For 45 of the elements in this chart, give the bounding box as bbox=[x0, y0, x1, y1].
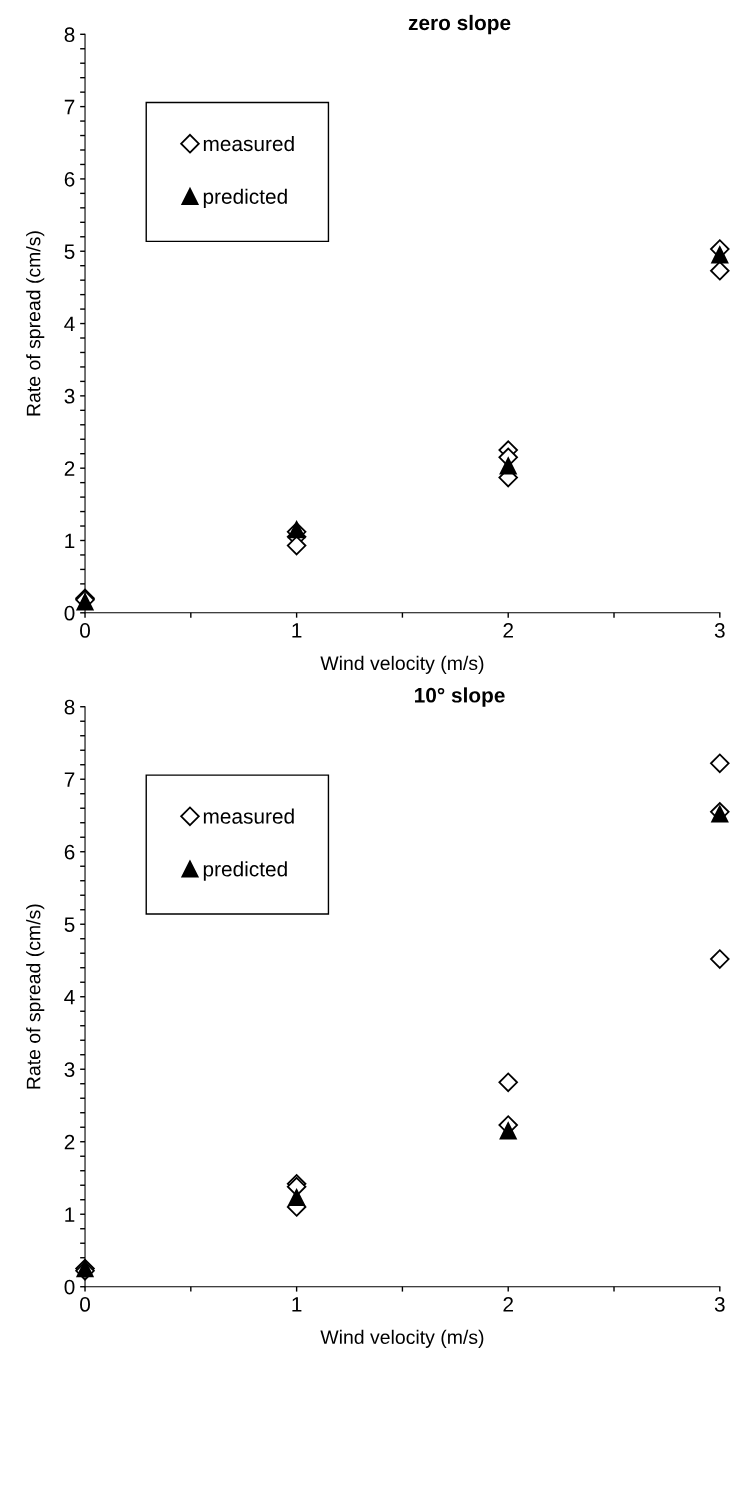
chart-title: 10° slope bbox=[415, 687, 505, 707]
y-axis-title: Rate of spread (cm/s) bbox=[26, 231, 45, 416]
y-tick-label: 3 bbox=[64, 1062, 75, 1077]
chart-title: zero slope bbox=[408, 14, 511, 35]
y-tick-label: 5 bbox=[64, 917, 75, 932]
point bbox=[711, 246, 729, 264]
y-axis-title: Rate of spread (cm/s) bbox=[26, 904, 45, 1089]
point bbox=[498, 1072, 518, 1093]
point bbox=[710, 753, 730, 774]
x-axis-title: Wind velocity (m/s) bbox=[320, 655, 484, 674]
y-tick-label: 6 bbox=[64, 844, 75, 860]
x-tick-label: 0 bbox=[80, 1297, 91, 1312]
x-tick-label: 3 bbox=[714, 1297, 725, 1312]
legend-label: measured bbox=[203, 808, 294, 824]
y-tick-label: 1 bbox=[65, 1207, 75, 1222]
y-tick-label: 2 bbox=[64, 1134, 75, 1150]
x-tick-label: 2 bbox=[503, 1297, 513, 1312]
x-tick-label: 1 bbox=[292, 1297, 302, 1312]
legend-label: predicted bbox=[203, 188, 287, 209]
x-tick-label: 1 bbox=[292, 623, 302, 638]
y-tick-label: 4 bbox=[64, 316, 75, 332]
point bbox=[499, 457, 517, 475]
legend-label: measured bbox=[203, 135, 294, 152]
y-tick-label: 3 bbox=[64, 388, 75, 404]
y-tick-label: 4 bbox=[64, 989, 75, 1005]
y-tick-label: 0 bbox=[64, 605, 75, 621]
x-tick-label: 0 bbox=[80, 623, 91, 638]
x-tick-label: 3 bbox=[714, 623, 725, 638]
y-tick-label: 2 bbox=[64, 461, 75, 476]
x-tick-label: 2 bbox=[503, 623, 513, 638]
y-tick-label: 5 bbox=[64, 244, 75, 259]
point bbox=[710, 949, 730, 969]
y-tick-label: 1 bbox=[65, 533, 75, 549]
y-tick-label: 7 bbox=[64, 99, 75, 115]
point bbox=[710, 261, 730, 281]
y-tick-label: 0 bbox=[64, 1279, 75, 1295]
legend-label: predicted bbox=[203, 861, 287, 881]
y-tick-label: 8 bbox=[64, 27, 75, 43]
y-tick-label: 7 bbox=[64, 772, 75, 787]
point bbox=[499, 1122, 517, 1140]
x-axis-title: Wind velocity (m/s) bbox=[320, 1329, 484, 1348]
point bbox=[288, 1189, 306, 1207]
y-tick-label: 8 bbox=[64, 699, 75, 715]
y-tick-label: 6 bbox=[64, 171, 75, 187]
point bbox=[286, 535, 307, 556]
